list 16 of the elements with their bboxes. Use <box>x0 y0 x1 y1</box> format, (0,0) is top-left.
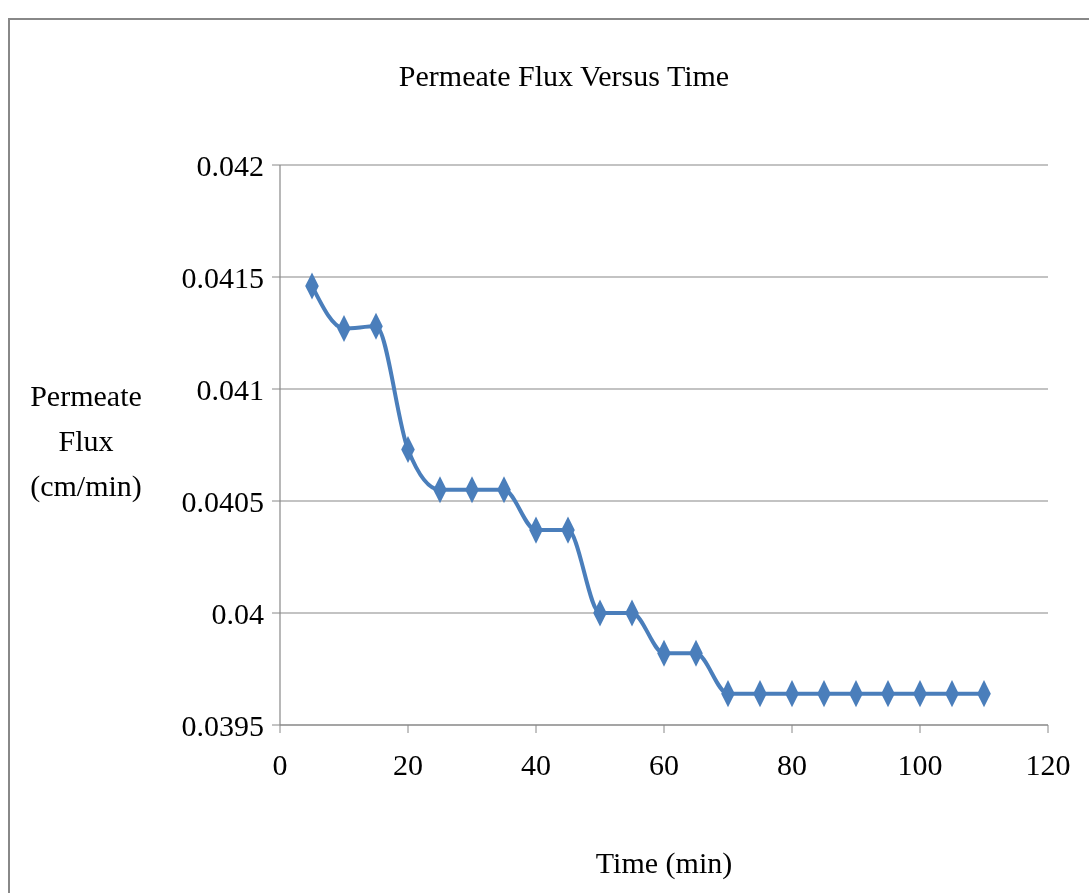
x-axis-title: Time (min) <box>595 846 733 880</box>
x-tick-label: 20 <box>393 748 423 781</box>
y-tick-label: 0.0405 <box>181 484 264 518</box>
y-tick-label: 0.0395 <box>181 708 264 742</box>
x-tick-label: 40 <box>521 748 551 781</box>
y-axis-title: Permeate Flux (cm/min) <box>30 379 142 503</box>
y-tick-label: 0.0415 <box>181 260 264 294</box>
x-tick-label: 80 <box>777 748 807 781</box>
chart-title: Permeate Flux Versus Time <box>398 59 730 92</box>
y-tick-label: 0.04 <box>211 596 264 630</box>
x-tick-label: 60 <box>649 748 679 781</box>
x-tick-label: 0 <box>272 748 288 781</box>
y-tick-label: 0.042 <box>196 148 264 182</box>
y-tick-label: 0.041 <box>196 372 264 406</box>
x-tick-label: 120 <box>1025 748 1071 781</box>
x-tick-label: 100 <box>897 748 943 781</box>
